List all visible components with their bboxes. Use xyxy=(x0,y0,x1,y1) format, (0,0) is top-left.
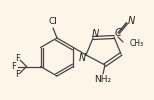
Text: NH₂: NH₂ xyxy=(94,74,111,84)
Text: N: N xyxy=(127,16,135,26)
Text: C: C xyxy=(115,28,121,38)
Text: F: F xyxy=(15,70,20,79)
Text: Cl: Cl xyxy=(49,18,57,26)
Text: N: N xyxy=(78,53,86,63)
Text: N: N xyxy=(91,29,99,39)
Text: F: F xyxy=(11,62,16,71)
Text: CH₃: CH₃ xyxy=(130,38,144,48)
Text: F: F xyxy=(15,54,20,63)
